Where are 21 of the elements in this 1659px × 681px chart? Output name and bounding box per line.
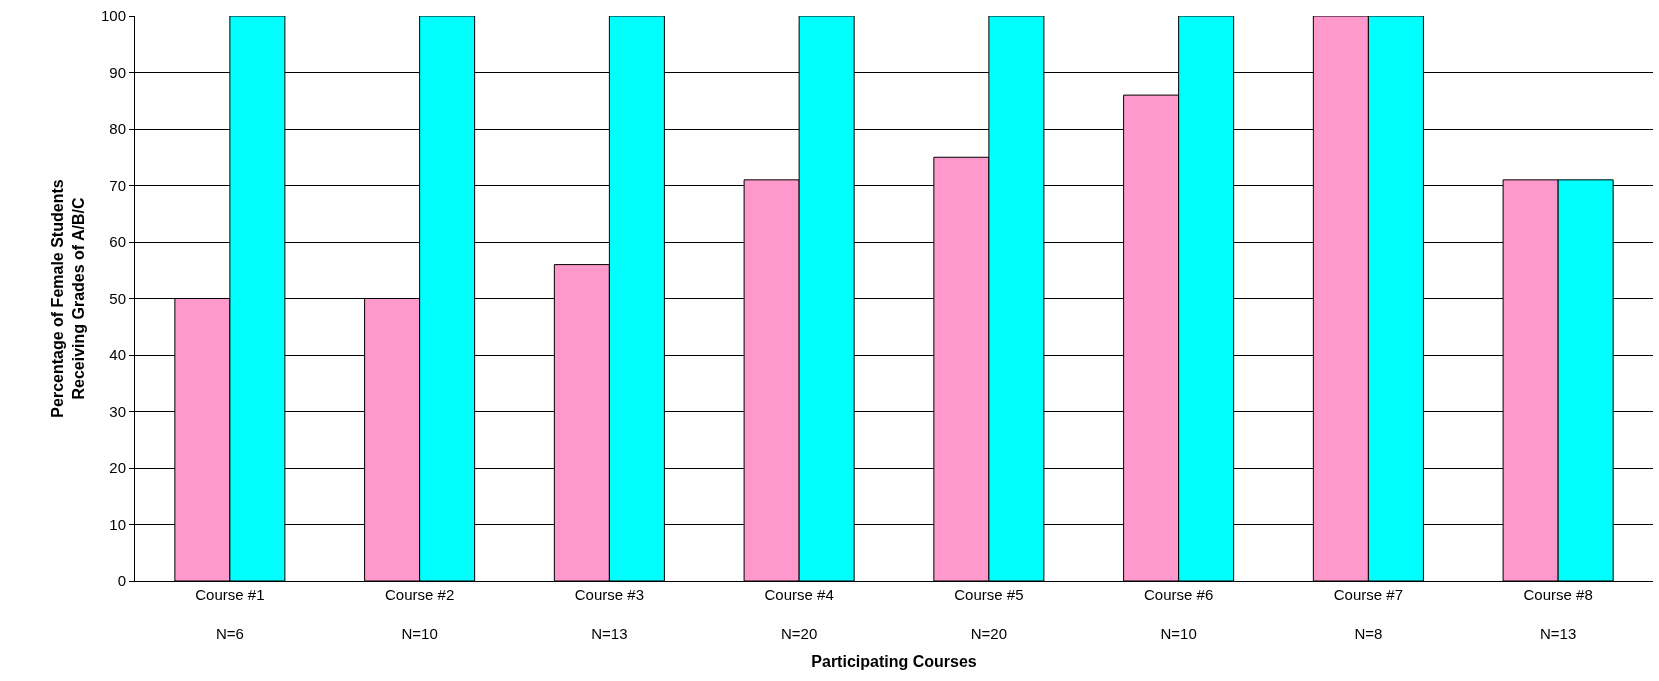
y-axis-title: Percentage of Female Students Receiving Grades of A/B/C — [49, 179, 87, 418]
x-axis-title: Participating Courses — [811, 652, 977, 670]
y-tick-label: 10 — [109, 515, 126, 533]
y-tick-label: 20 — [109, 459, 126, 477]
y-tick-label: 90 — [109, 63, 126, 81]
category-label: Course #2 N=10 — [385, 586, 455, 642]
category-label: Course #3 N=13 — [574, 586, 644, 642]
category-label: Course #6 N=10 — [1144, 586, 1214, 642]
category-label: Course #5 N=20 — [954, 586, 1024, 642]
category-label: Course #7 N=8 — [1333, 586, 1403, 642]
y-tick-label: 30 — [109, 402, 126, 420]
category-label: Course #8 N=13 — [1523, 586, 1593, 642]
y-tick-label: 100 — [100, 7, 126, 25]
y-tick-label: 0 — [117, 572, 126, 590]
y-tick-label: 80 — [109, 120, 126, 138]
y-tick-label: 70 — [109, 176, 126, 194]
y-tick-label: 60 — [109, 233, 126, 251]
category-label: Course #1 N=6 — [195, 586, 265, 642]
y-tick-label: 50 — [109, 289, 126, 307]
y-tick-label: 40 — [109, 346, 126, 364]
category-label: Course #4 N=20 — [764, 586, 834, 642]
